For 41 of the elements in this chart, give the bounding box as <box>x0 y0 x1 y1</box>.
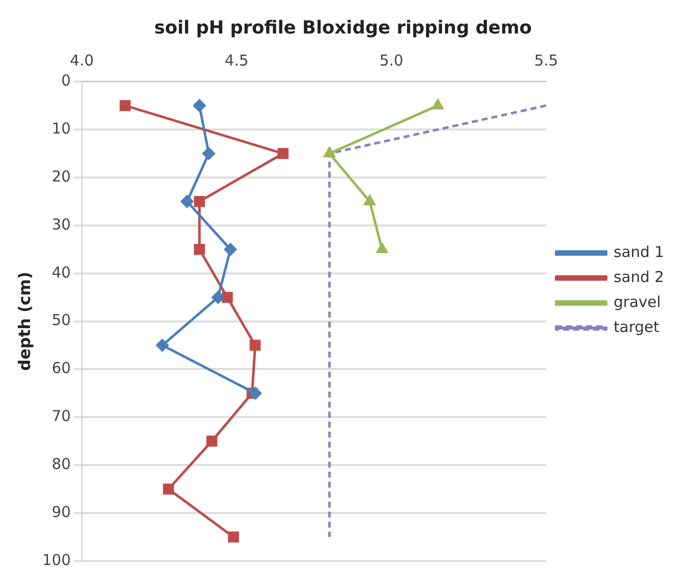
legend-label: sand 2 <box>614 268 664 286</box>
point <box>228 532 239 543</box>
y-tick-label: 80 <box>52 455 71 474</box>
legend-label: target <box>614 318 660 336</box>
point <box>193 99 206 112</box>
y-tick-label: 70 <box>52 407 71 426</box>
legend-label: gravel <box>614 292 661 311</box>
point <box>163 484 174 495</box>
point <box>222 292 233 303</box>
point <box>194 196 205 207</box>
point <box>278 148 289 160</box>
legend-label: sand 1 <box>614 242 664 261</box>
point <box>202 147 215 160</box>
y-tick-label: 100 <box>42 550 71 569</box>
point <box>250 340 261 351</box>
x-tick-label: 4.5 <box>224 51 249 70</box>
x-tick-label: 5.5 <box>534 51 558 70</box>
point <box>194 244 205 255</box>
point <box>180 195 194 208</box>
y-axis-title: depth (cm) <box>14 272 34 371</box>
y-tick-label: 30 <box>52 215 71 234</box>
point <box>248 386 262 400</box>
point <box>206 436 218 447</box>
y-tick-label: 90 <box>52 502 71 521</box>
y-tick-label: 20 <box>52 167 71 186</box>
point <box>156 339 169 352</box>
x-tick-label: 5.0 <box>379 51 404 70</box>
x-tick-label: 4.0 <box>70 51 94 70</box>
point <box>120 100 131 112</box>
point <box>376 243 388 254</box>
point <box>364 195 376 206</box>
y-tick-label: 0 <box>61 71 71 90</box>
point <box>224 243 237 256</box>
chart-title: soil pH profile Bloxidge ripping demo <box>154 17 532 38</box>
y-tick-label: 60 <box>52 359 71 378</box>
point <box>212 291 224 304</box>
y-tick-label: 40 <box>52 263 71 282</box>
point <box>324 147 336 158</box>
y-tick-label: 50 <box>52 311 71 330</box>
y-tick-label: 10 <box>52 119 71 138</box>
point <box>432 99 444 110</box>
